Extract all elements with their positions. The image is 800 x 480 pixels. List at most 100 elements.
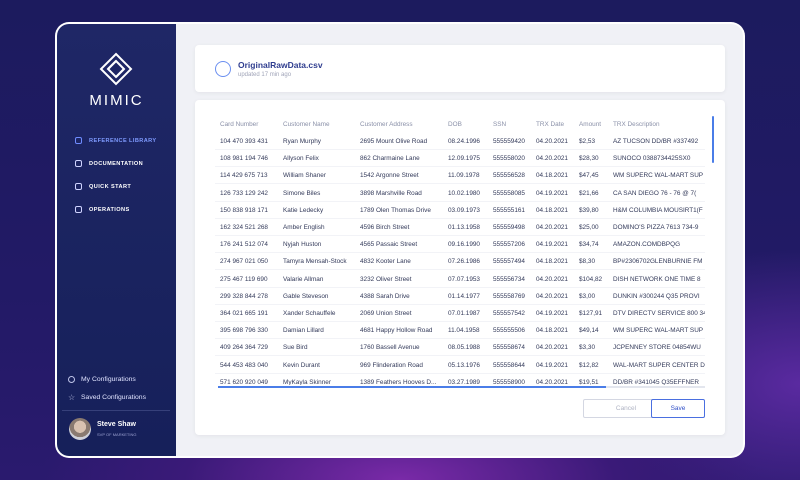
table-cell: 555558900 [493,378,525,385]
table-cell: 4565 Passaic Street [360,241,418,249]
table-cell: $104,82 [579,275,603,283]
table-cell: 4832 Kooter Lane [360,258,411,266]
column-header: Card Number [220,121,259,128]
table-cell: 395 698 796 330 [220,327,268,335]
table-cell: WM SUPERC WAL-MART SUP [613,172,704,180]
table-cell: $3,00 [579,292,595,300]
v-scrollbar[interactable] [712,116,714,163]
table-cell: 10.02.1980 [448,189,480,197]
table-cell: DISH NETWORK ONE TIME 8 [613,275,701,283]
table-cell: 555558020 [493,155,525,163]
table-cell: 04.20.2021 [536,344,568,352]
nav-item[interactable]: DOCUMENTATION [89,161,144,167]
table-cell: 04.20.2021 [536,378,568,385]
table-cell: H&M COLUMBIA MOUSIRT1(F [613,206,703,214]
avatar [69,418,91,440]
table-cell: 08.05.1988 [448,344,480,352]
table-cell: 862 Charmaine Lane [360,155,420,163]
table-cell: WAL-MART SUPER CENTER D [613,361,705,369]
nav-item[interactable]: REFERENCE LIBRARY [89,138,157,144]
user-role: SVP OF MARKETING [97,432,137,437]
table-cell: 555558644 [493,361,525,369]
table-cell: William Shaner [283,172,326,180]
nav-icon [75,183,82,190]
table-cell: 114 429 675 713 [220,172,268,180]
row-divider [215,166,705,168]
row-divider [215,217,705,219]
row-divider [215,269,705,271]
table-cell: $2,53 [579,138,595,145]
table-cell: 571 620 920 049 [220,378,268,385]
file-icon [215,61,231,77]
table-cell: $34,74 [579,241,599,249]
nav-icon [75,160,82,167]
table-cell: 04.18.2021 [536,172,568,180]
table-cell: Simone Biles [283,189,321,197]
table-cell: BP#2306702GLENBURNIE FM [613,258,703,266]
table-cell: 11.04.1958 [448,327,480,335]
star-icon: ☆ [68,393,76,402]
table-cell: 05.13.1976 [448,361,480,369]
table-cell: 03.09.1973 [448,206,480,214]
table-cell: 555557542 [493,310,525,317]
table-cell: 299 328 844 278 [220,292,268,300]
table-cell: Damian Lillard [283,327,324,335]
table-cell: 1389 Feathers Hooves D... [360,378,437,385]
column-header: Amount [579,121,602,128]
table-cell: 555558085 [493,189,525,197]
column-header: Customer Address [360,121,413,128]
table-cell: 04.20.2021 [536,155,568,163]
row-divider [215,286,705,288]
table-cell: 01.13.1958 [448,224,480,231]
sidebar-link[interactable]: My Configurations [81,376,136,383]
nav-item[interactable]: OPERATIONS [89,207,130,213]
column-header: Customer Name [283,121,330,128]
logo [99,52,133,86]
table-cell: 04.20.2021 [536,138,568,145]
table-cell: $12,82 [579,361,599,369]
table-cell: Gable Steveson [283,292,329,300]
sidebar [57,24,176,456]
table-cell: 555559498 [493,224,525,231]
table-cell: 04.19.2021 [536,361,568,369]
table-cell: JCPENNEY STORE 04854WU [613,344,701,352]
table-cell: Tamyra Mensah-Stock [283,258,347,266]
table-cell: 11.09.1978 [448,172,480,180]
nav-item[interactable]: QUICK START [89,184,132,190]
table-cell: DOMINO'S PIZZA 7613 734-9 [613,224,699,231]
divider [62,410,170,411]
table-cell: MyKayla Skinner [283,378,331,385]
table-cell: 08.24.1996 [448,138,480,145]
row-divider [215,321,705,322]
table-cell: 2069 Union Street [360,310,412,317]
file-updated: updated 17 min ago [238,72,292,78]
sidebar-link[interactable]: Saved Configurations [81,394,146,401]
table-cell: $39,80 [579,206,599,214]
table-cell: Valarie Allman [283,275,324,283]
table-cell: 01.14.1977 [448,292,480,300]
file-card [195,45,725,92]
table-cell: 3232 Oliver Street [360,275,412,283]
table-cell: 555559420 [493,138,525,145]
row-divider [215,303,705,305]
table-cell: 07.26.1986 [448,258,480,266]
row-divider [215,372,705,374]
table-cell: 4388 Sarah Drive [360,292,410,300]
table-cell: 969 Flinderation Road [360,361,423,369]
save-button[interactable]: Save [651,399,705,418]
row-divider [215,355,705,357]
table-cell: 04.20.2021 [536,224,568,231]
table-cell: 544 453 483 040 [220,361,268,369]
table-cell: 04.19.2021 [536,310,568,317]
table-cell: 555558769 [493,292,525,300]
table-cell: 104 470 393 431 [220,138,268,145]
file-name[interactable]: OriginalRawData.csv [238,60,323,70]
row-divider [215,200,705,202]
table-cell: 275 467 119 690 [220,275,268,283]
table-cell: Amber English [283,224,325,231]
h-scrollbar[interactable] [218,386,606,388]
table-cell: $8,30 [579,258,595,266]
table-cell: 04.20.2021 [536,275,568,283]
table-cell: 555556528 [493,172,525,180]
